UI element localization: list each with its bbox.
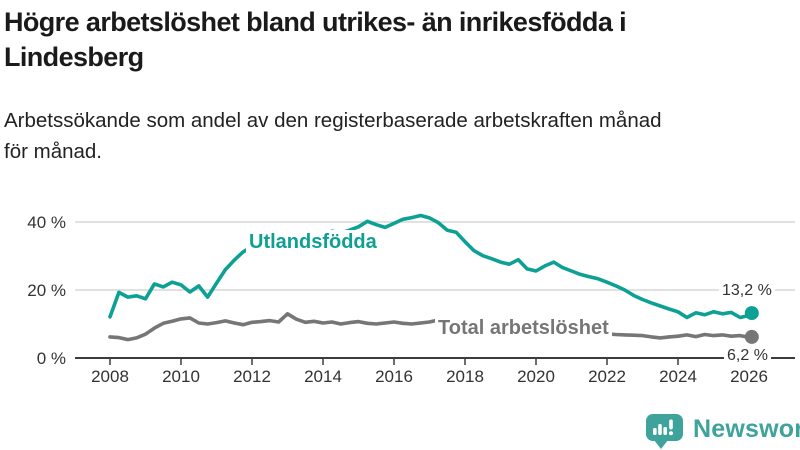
chart-title: Högre arbetslöshet bland utrikes- än inr… (4, 7, 627, 73)
svg-text:2018: 2018 (446, 367, 484, 386)
svg-text:2020: 2020 (517, 367, 555, 386)
newsworthy-wordmark: Newsworthy (693, 415, 800, 443)
svg-text:2008: 2008 (91, 367, 129, 386)
svg-text:2010: 2010 (162, 367, 200, 386)
end-value-label-utlandsfodda: 13,2 % (719, 282, 775, 301)
series-label-utlandsfodda: Utlandsfödda (246, 230, 380, 254)
newsworthy-logo[interactable]: Newsworthy (645, 413, 800, 450)
svg-text:20 %: 20 % (27, 281, 66, 300)
series-label-total-arbetsloshet: Total arbetslöshet (435, 316, 612, 340)
svg-text:2012: 2012 (233, 367, 271, 386)
svg-text:2026: 2026 (730, 367, 768, 386)
end-value-label-total: 6,2 % (724, 347, 771, 366)
svg-text:2014: 2014 (304, 367, 342, 386)
svg-text:0 %: 0 % (37, 349, 66, 368)
svg-text:2022: 2022 (588, 367, 626, 386)
svg-text:2024: 2024 (659, 367, 697, 386)
svg-text:40 %: 40 % (27, 213, 66, 232)
bar-chart-speech-bubble-icon (646, 414, 683, 449)
chart-subtitle: Arbetssökande som andel av den registerb… (4, 109, 662, 163)
svg-text:2016: 2016 (375, 367, 413, 386)
